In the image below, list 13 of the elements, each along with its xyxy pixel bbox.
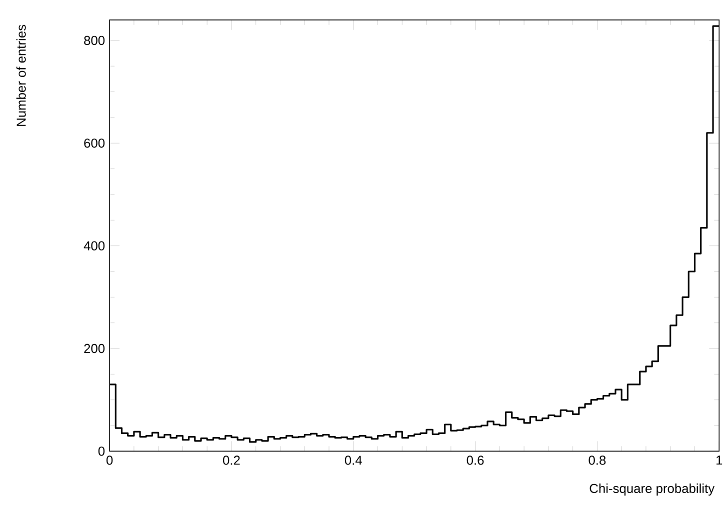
x-tick-label: 1: [716, 456, 722, 465]
x-axis-title: Chi-square probability: [590, 484, 715, 496]
x-tick-label: 0.4: [344, 456, 362, 465]
x-tick-label: 0.2: [223, 456, 240, 465]
y-tick-label: 400: [84, 241, 105, 250]
y-tick-label: 0: [98, 446, 105, 456]
y-tick-label: 200: [84, 344, 105, 354]
x-tick-label: 0: [106, 456, 113, 465]
y-axis-title: Number of entries: [16, 24, 26, 126]
x-tick-label: 0.6: [466, 456, 484, 465]
y-tick-label: 800: [84, 36, 105, 46]
y-tick-label: 600: [84, 138, 105, 148]
x-tick-label: 0.8: [588, 456, 606, 465]
